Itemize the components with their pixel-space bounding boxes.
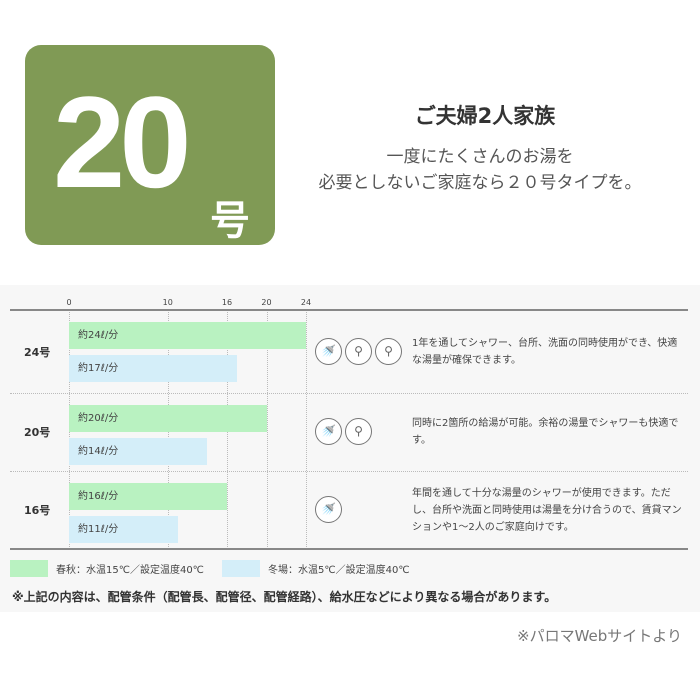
page-title: ご夫婦2人家族 bbox=[414, 104, 556, 128]
faucet-icon: ⚲ bbox=[345, 418, 372, 445]
legend-swatch bbox=[222, 560, 260, 577]
axis-top-line bbox=[10, 309, 688, 311]
faucet-icon: ⚲ bbox=[345, 337, 372, 365]
faucet-icon: ⚲ bbox=[375, 337, 402, 365]
icon-group: 🚿 bbox=[315, 496, 342, 523]
x-tick-label: 0 bbox=[66, 298, 72, 307]
gridline bbox=[266, 310, 268, 549]
legend-swatch bbox=[10, 560, 48, 577]
x-tick-label: 24 bbox=[300, 298, 312, 307]
subtitle: 一度にたくさんのお湯を 必要としないご家庭なら２０号タイプを。 bbox=[280, 144, 680, 196]
badge-suffix: 号 bbox=[210, 198, 250, 244]
row-label: 24号 bbox=[24, 345, 51, 359]
x-tick-label: 10 bbox=[162, 298, 173, 307]
row-description: 1年を通してシャワー、台所、洗面の同時使用ができ、快適な湯量が確保できます。 bbox=[412, 337, 678, 366]
bar: 約17ℓ/分 bbox=[69, 355, 237, 382]
row-label: 16号 bbox=[24, 504, 51, 517]
x-tick-label: 20 bbox=[261, 298, 272, 307]
legend-label: 冬場：水温5℃／設定温度40℃ bbox=[268, 565, 410, 576]
row-divider bbox=[10, 471, 688, 472]
bar: 約16ℓ/分 bbox=[69, 483, 227, 510]
bar: 約11ℓ/分 bbox=[69, 516, 178, 543]
bar: 約20ℓ/分 bbox=[69, 405, 267, 432]
bar: 約14ℓ/分 bbox=[69, 438, 208, 465]
bar: 約24ℓ/分 bbox=[69, 322, 306, 349]
row-divider bbox=[10, 393, 688, 394]
subtitle-line: 必要としないご家庭なら２０号タイプを。 bbox=[318, 173, 642, 193]
x-tick-label: 16 bbox=[221, 298, 233, 307]
badge-number: 20 bbox=[53, 69, 192, 215]
icon-group: 🚿 ⚲ bbox=[315, 418, 372, 445]
shower-icon: 🚿 bbox=[315, 418, 342, 445]
row-description: 年間を通して十分な湯量のシャワーが使用できます。ただし、台所や洗面と同時使用は湯… bbox=[412, 488, 682, 533]
gridline bbox=[306, 310, 307, 549]
legend-label: 春秋：水温15℃／設定温度40℃ bbox=[56, 565, 204, 576]
icon-group: 🚿 ⚲ ⚲ bbox=[315, 337, 402, 365]
model-badge: 20 号 bbox=[25, 45, 275, 245]
row-label: 20号 bbox=[24, 426, 51, 439]
subtitle-line: 一度にたくさんのお湯を bbox=[386, 147, 574, 167]
source: ※パロマWebサイトより bbox=[517, 627, 682, 645]
row-description: 同時に2箇所の給湯が可能。余裕の湯量でシャワーも快適です。 bbox=[412, 418, 679, 446]
note: ※上記の内容は、配管条件（配管長、配管径、配管経路）、給水圧などにより異なる場合… bbox=[12, 590, 557, 604]
axis-bottom-line bbox=[10, 548, 688, 550]
legend-winter: 冬場：水温5℃／設定温度40℃ bbox=[222, 560, 410, 577]
shower-icon: 🚿 bbox=[315, 496, 342, 523]
legend-spring: 春秋：水温15℃／設定温度40℃ bbox=[10, 560, 204, 577]
shower-icon: 🚿 bbox=[315, 337, 342, 365]
